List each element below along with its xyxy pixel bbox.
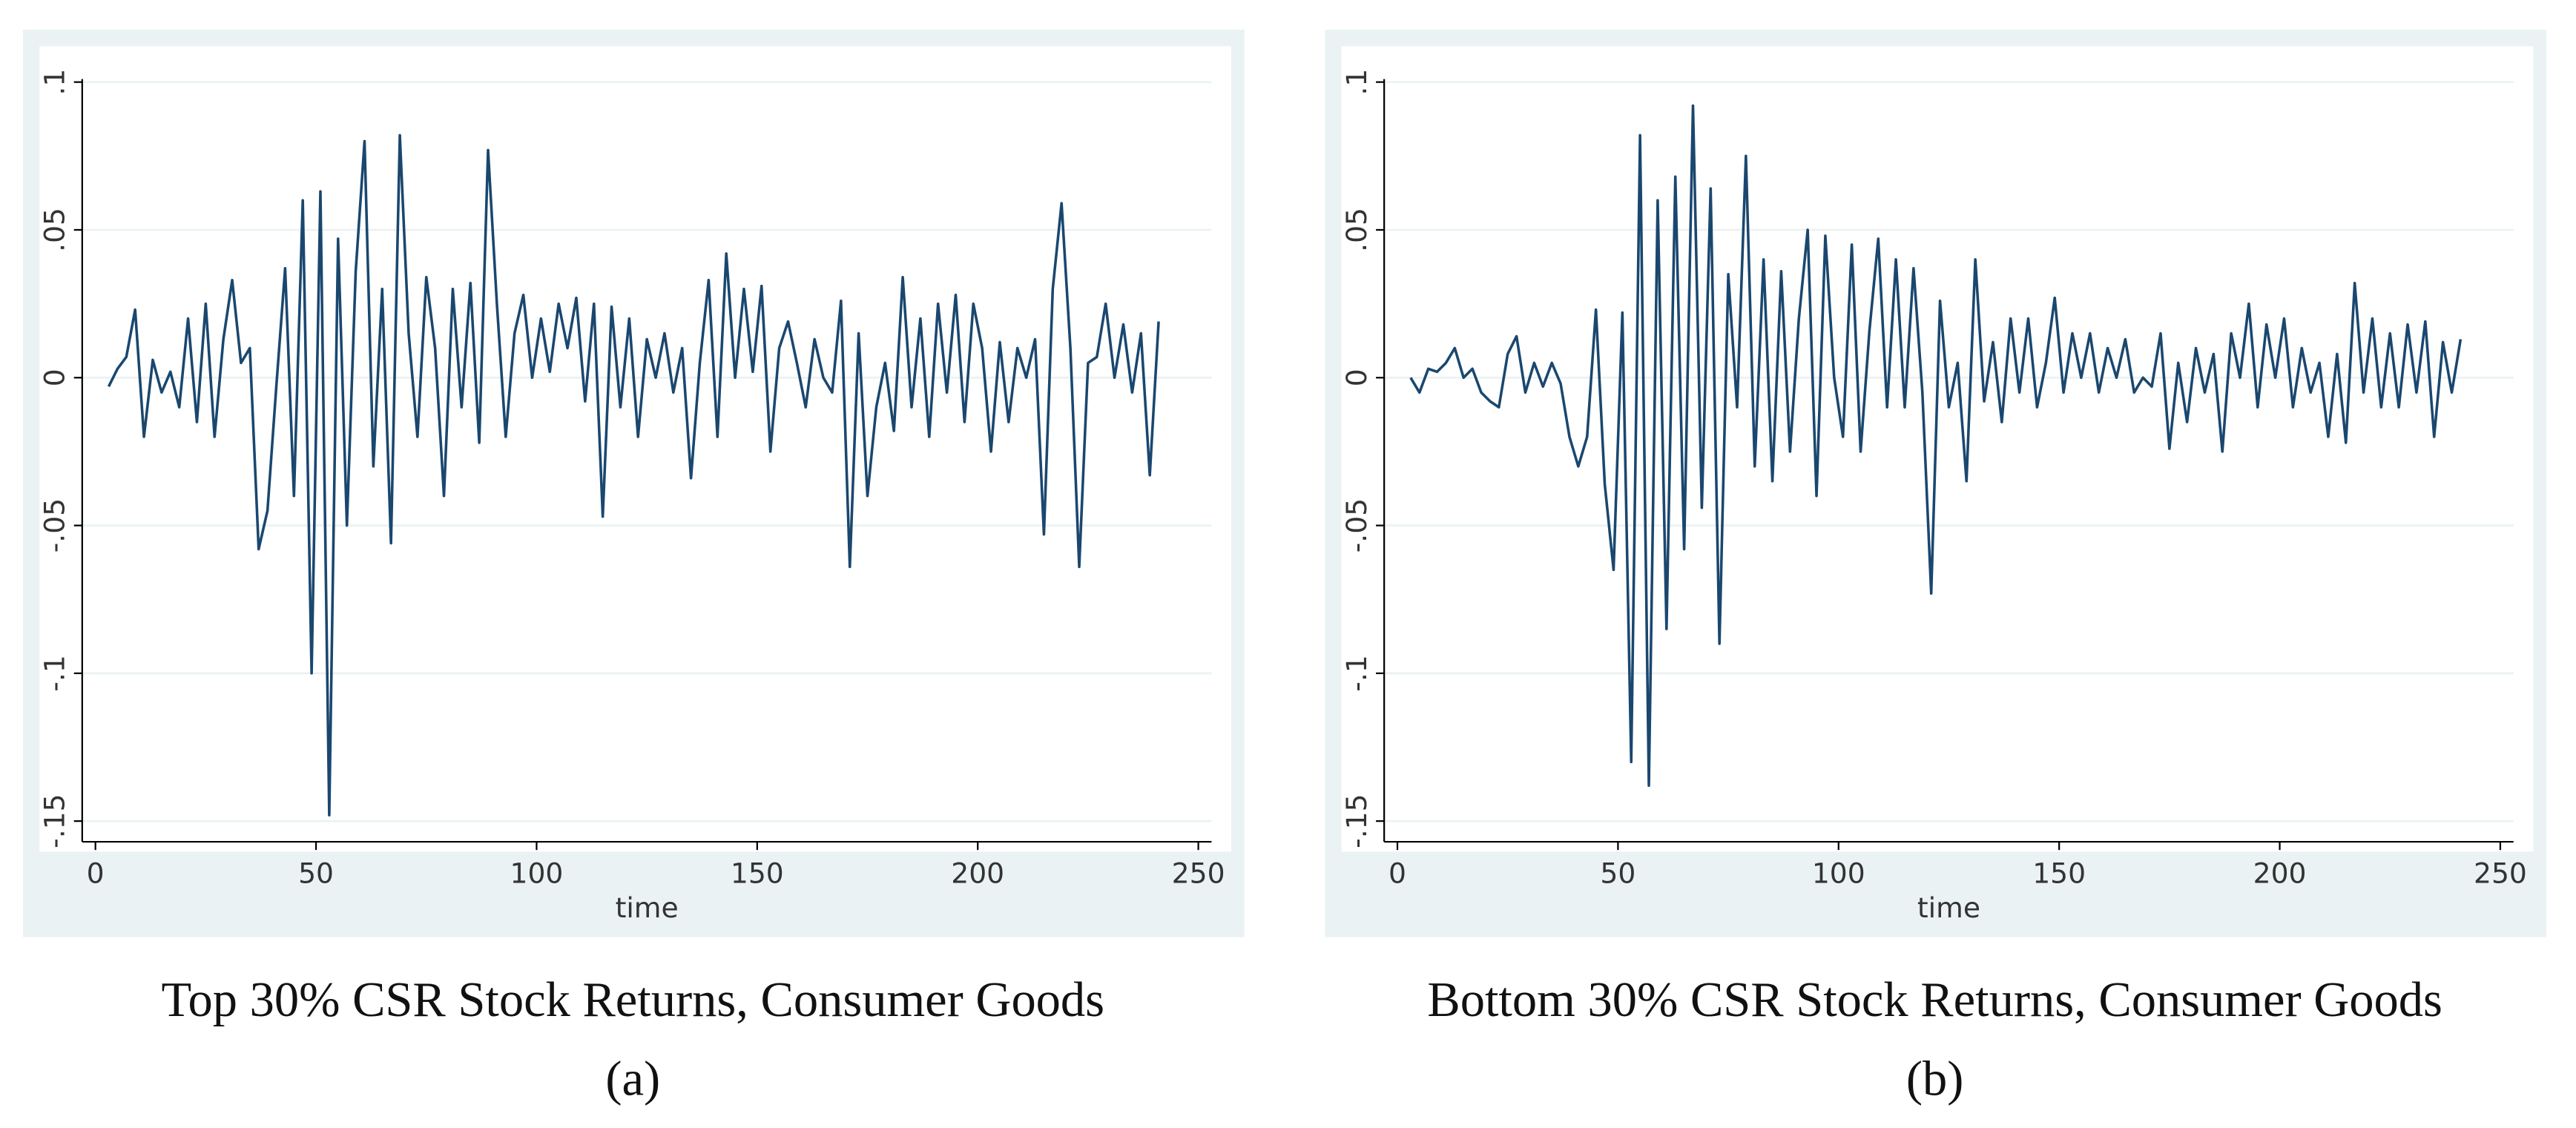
y-tick-label: .1 — [1340, 69, 1373, 96]
y-tick-label: -.1 — [38, 655, 70, 692]
x-tick-label: 50 — [298, 857, 334, 889]
x-tick-label: 250 — [2474, 857, 2527, 889]
y-tick-label: .05 — [1340, 208, 1373, 252]
series-line — [1409, 104, 2463, 788]
x-axis-title: time — [616, 891, 679, 924]
x-tick-label: 150 — [731, 857, 784, 889]
caption: Bottom 30% CSR Stock Returns, Consumer G… — [1427, 973, 2442, 1027]
sublabel: (b) — [1906, 1052, 1964, 1106]
x-tick-label: 100 — [510, 857, 563, 889]
x-tick-label: 100 — [1812, 857, 1865, 889]
y-tick-label: -.05 — [1340, 498, 1373, 553]
y-tick-label: .05 — [38, 208, 70, 252]
x-axis-title: time — [1917, 891, 1980, 924]
y-tick-label: .1 — [38, 69, 70, 96]
x-tick-label: 200 — [951, 857, 1004, 889]
x-tick-label: 200 — [2253, 857, 2307, 889]
series-line — [107, 133, 1160, 817]
y-tick-label: -.05 — [38, 498, 70, 553]
x-tick-label: 250 — [1172, 857, 1225, 889]
chart-panel: -.15 -.1 -.05 0 .05 .1 0 50 100 150 200 250 time Bott… — [1325, 30, 2547, 1106]
y-tick-label: -.1 — [1340, 655, 1373, 692]
y-tick-label: -.15 — [38, 794, 70, 848]
plot-region — [39, 46, 1232, 852]
caption: Top 30% CSR Stock Returns, Consumer Good… — [162, 973, 1105, 1027]
y-tick-label: 0 — [1340, 369, 1373, 386]
chart-panel: -.15 -.1 -.05 0 .05 .1 0 50 100 150 200 250 time Top … — [23, 30, 1245, 1106]
x-tick-label: 150 — [2032, 857, 2086, 889]
y-tick-label: 0 — [38, 369, 70, 386]
x-tick-label: 0 — [87, 857, 105, 889]
x-tick-label: 50 — [1600, 857, 1635, 889]
sublabel: (a) — [605, 1052, 660, 1106]
y-tick-label: -.15 — [1340, 794, 1373, 848]
x-tick-label: 0 — [1389, 857, 1406, 889]
plot-region — [1341, 46, 2534, 852]
